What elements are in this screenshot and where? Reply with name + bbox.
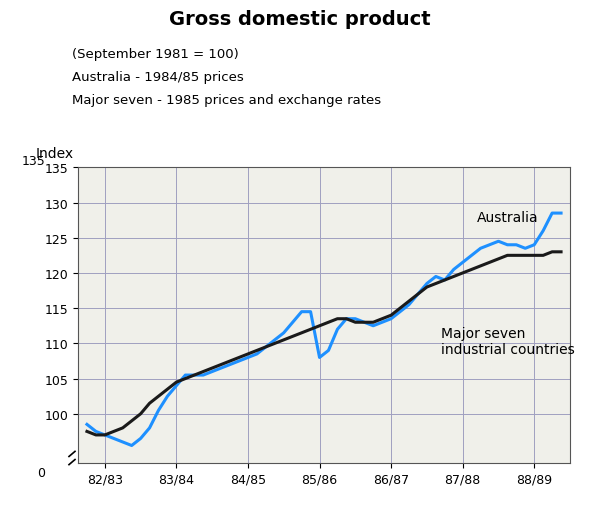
Text: Index: Index [36,147,74,160]
Text: (September 1981 = 100): (September 1981 = 100) [72,48,239,61]
Text: Australia - 1984/85 prices: Australia - 1984/85 prices [72,71,244,84]
Text: 135: 135 [21,155,45,168]
Text: Major seven - 1985 prices and exchange rates: Major seven - 1985 prices and exchange r… [72,94,381,107]
Text: Major seven
industrial countries: Major seven industrial countries [441,326,575,356]
Text: Australia: Australia [477,210,539,224]
Text: 0: 0 [37,466,45,478]
Text: Gross domestic product: Gross domestic product [169,10,431,29]
